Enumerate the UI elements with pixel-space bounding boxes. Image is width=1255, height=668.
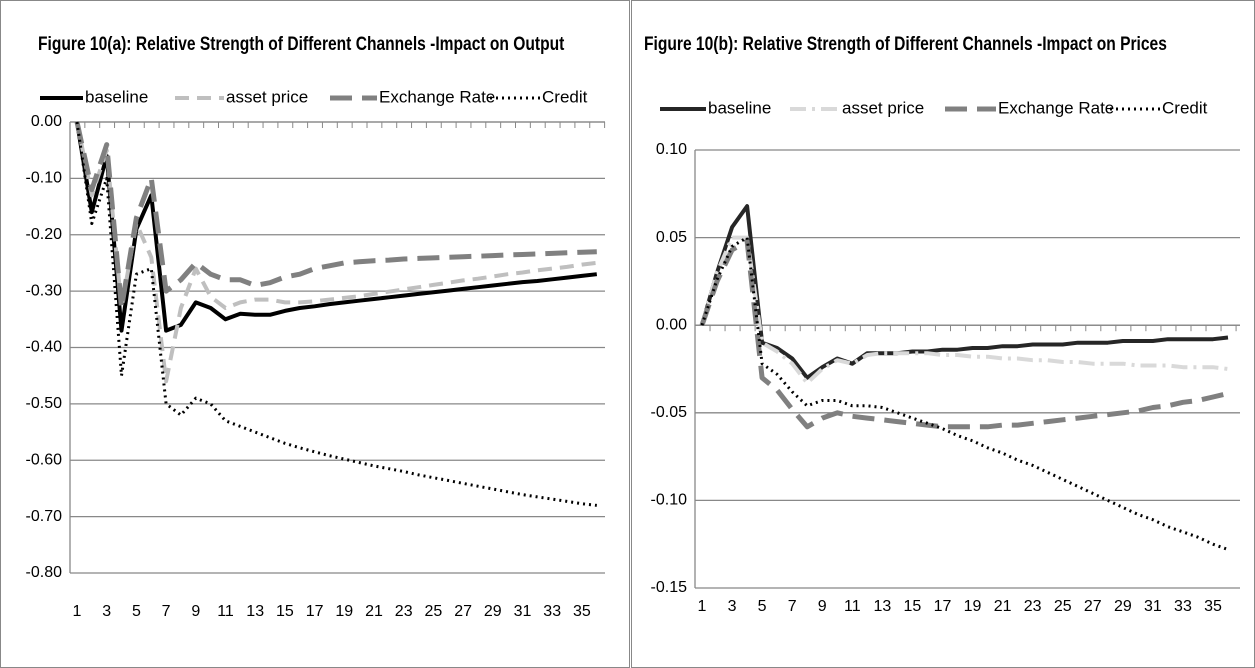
x-tick-label: 35 — [573, 603, 591, 620]
x-tick-label: 23 — [1024, 598, 1042, 615]
x-tick-label: 7 — [162, 603, 171, 620]
y-tick-label: -0.70 — [26, 508, 63, 525]
x-tick-label: 7 — [788, 598, 797, 615]
y-tick-label: 0.00 — [656, 316, 687, 333]
y-tick-label: -0.50 — [26, 395, 63, 412]
x-tick-label: 5 — [132, 603, 141, 620]
y-tick-label: 0.00 — [31, 113, 62, 130]
x-tick-label: 25 — [1054, 598, 1072, 615]
x-tick-label: 17 — [306, 603, 324, 620]
x-tick-label: 13 — [246, 603, 264, 620]
series-line — [75, 121, 597, 507]
x-tick-label: 29 — [1114, 598, 1132, 615]
series-line — [75, 121, 598, 333]
x-tick-label: 33 — [543, 603, 561, 620]
x-tick-label: 11 — [217, 603, 234, 620]
y-tick-label: -0.10 — [26, 170, 63, 187]
legend-label: Exchange Rate — [379, 87, 495, 106]
legend-label: Credit — [542, 87, 588, 106]
x-tick-label: 21 — [994, 598, 1012, 615]
series-line — [699, 238, 1229, 430]
y-tick-label: -0.30 — [26, 282, 63, 299]
x-tick-label: 3 — [102, 603, 111, 620]
x-tick-label: 11 — [844, 598, 861, 615]
legend-label: Credit — [1162, 98, 1208, 117]
legend-label: baseline — [708, 98, 771, 117]
series-line — [75, 121, 598, 384]
y-tick-label: -0.40 — [26, 339, 63, 356]
y-tick-label: -0.60 — [26, 451, 63, 468]
legend-label: Exchange Rate — [998, 98, 1114, 117]
y-tick-label: 0.05 — [656, 229, 687, 246]
legend-label: asset price — [226, 87, 308, 106]
series-line — [74, 121, 597, 311]
legend-label: baseline — [85, 87, 148, 106]
y-tick-label: -0.15 — [651, 579, 688, 596]
chart-title: Figure 10(a): Relative Strength of Diffe… — [38, 34, 565, 55]
x-tick-label: 9 — [191, 603, 200, 620]
x-tick-label: 15 — [276, 603, 294, 620]
x-tick-label: 3 — [728, 598, 737, 615]
x-tick-label: 17 — [934, 598, 952, 615]
legend-label: asset price — [842, 98, 924, 117]
x-tick-label: 1 — [698, 598, 707, 615]
series-line — [700, 235, 1229, 385]
x-tick-label: 9 — [818, 598, 827, 615]
x-tick-label: 33 — [1174, 598, 1192, 615]
x-tick-label: 31 — [514, 603, 532, 620]
x-tick-label: 1 — [73, 603, 82, 620]
x-tick-label: 27 — [1084, 598, 1102, 615]
x-tick-label: 35 — [1204, 598, 1222, 615]
x-tick-label: 13 — [873, 598, 891, 615]
x-tick-label: 29 — [484, 603, 502, 620]
x-tick-label: 21 — [365, 603, 383, 620]
y-tick-label: -0.10 — [651, 492, 688, 509]
x-tick-label: 25 — [425, 603, 443, 620]
x-tick-label: 27 — [454, 603, 472, 620]
y-tick-label: 0.10 — [656, 141, 687, 158]
x-tick-label: 19 — [964, 598, 982, 615]
x-tick-label: 5 — [758, 598, 767, 615]
series-line — [700, 236, 1229, 551]
x-tick-label: 15 — [904, 598, 922, 615]
x-tick-label: 31 — [1144, 598, 1162, 615]
x-tick-label: 23 — [395, 603, 413, 620]
x-tick-label: 19 — [335, 603, 353, 620]
chart-title: Figure 10(b): Relative Strength of Diffe… — [644, 34, 1167, 55]
y-tick-label: -0.80 — [26, 564, 63, 581]
y-tick-label: -0.05 — [651, 404, 688, 421]
series-line — [700, 204, 1229, 380]
y-tick-label: -0.20 — [26, 226, 63, 243]
